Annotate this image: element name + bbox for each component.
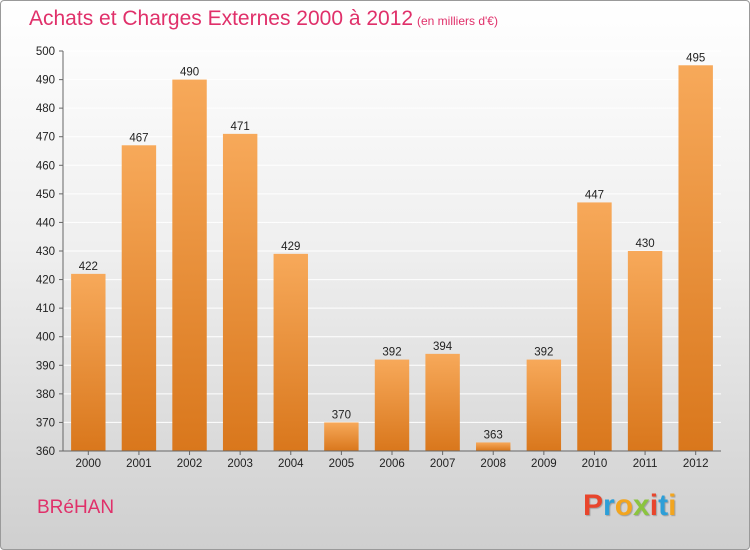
- x-tick-label: 2008: [480, 458, 506, 470]
- x-tick-label: 2004: [278, 458, 304, 470]
- x-tick-label: 2001: [126, 458, 152, 470]
- y-tick-label: 480: [36, 103, 55, 115]
- bar: [71, 273, 106, 451]
- x-tick-label: 2011: [633, 458, 658, 470]
- bar: [324, 422, 359, 451]
- y-tick-label: 450: [36, 189, 55, 201]
- y-tick-label: 370: [36, 417, 55, 429]
- x-tick-label: 2000: [76, 458, 102, 470]
- data-label: 495: [686, 52, 705, 64]
- y-tick-label: 470: [36, 132, 55, 144]
- chart-subtitle: (en milliers d'€): [417, 14, 498, 28]
- y-tick-label: 410: [36, 303, 55, 315]
- bar: [374, 359, 410, 451]
- data-label: 490: [180, 67, 199, 79]
- bar: [425, 353, 460, 451]
- x-tick-label: 2006: [379, 458, 405, 470]
- y-tick-label: 430: [36, 246, 55, 258]
- data-label: 447: [585, 189, 604, 201]
- bar: [222, 133, 258, 451]
- y-tick-label: 420: [36, 275, 55, 287]
- data-label: 392: [382, 347, 401, 359]
- commune-name: BRéHAN: [37, 497, 115, 518]
- x-tick-label: 2010: [582, 458, 608, 470]
- y-tick-label: 400: [36, 332, 55, 344]
- data-label: 467: [129, 132, 148, 144]
- data-label: 471: [231, 121, 250, 133]
- data-label: 363: [484, 429, 503, 441]
- bars: 422 467 490 471 429 370 392 394 363 392 447 430 495: [71, 52, 713, 452]
- bar: [678, 65, 713, 452]
- bar: [172, 79, 207, 452]
- chart-title: Achats et Charges Externes 2000 à 2012: [29, 7, 414, 30]
- y-tick-label: 390: [36, 360, 55, 372]
- x-tick-label: 2002: [177, 458, 203, 470]
- logo-letter: i: [668, 489, 677, 522]
- x-tick-label: 2005: [329, 458, 355, 470]
- bar: [273, 253, 308, 451]
- data-label: 370: [332, 409, 351, 421]
- data-label: 429: [281, 241, 300, 253]
- data-label: 430: [635, 238, 654, 250]
- bar: [121, 145, 157, 452]
- x-tick-label: 2012: [683, 458, 709, 470]
- bar: [577, 202, 612, 451]
- bar: [627, 251, 663, 451]
- proxiti-logo: Proxiti: [583, 489, 676, 523]
- logo-letter: i: [649, 489, 659, 522]
- logo-letter: t: [658, 489, 669, 522]
- y-tick-label: 360: [36, 446, 55, 458]
- bar: [526, 359, 562, 451]
- y-tick-label: 380: [36, 389, 55, 401]
- logo-letter: x: [633, 489, 650, 522]
- axes: 360 370 380 390 400 410 420 430 440 450 460 470 480 4…: [36, 46, 721, 470]
- bar: [476, 442, 511, 451]
- logo-letter: P: [583, 489, 604, 522]
- data-label: 394: [433, 341, 453, 353]
- logo-letter: o: [614, 489, 634, 522]
- x-tick-label: 2007: [430, 458, 456, 470]
- logo-letter: r: [603, 489, 615, 522]
- y-tick-label: 440: [36, 217, 55, 229]
- y-tick-label: 490: [36, 75, 55, 87]
- x-tick-label: 2009: [531, 458, 557, 470]
- data-label: 392: [534, 347, 553, 359]
- y-tick-label: 500: [36, 46, 55, 58]
- x-tick-label: 2003: [227, 458, 253, 470]
- data-label: 422: [79, 261, 98, 273]
- y-tick-label: 460: [36, 160, 55, 172]
